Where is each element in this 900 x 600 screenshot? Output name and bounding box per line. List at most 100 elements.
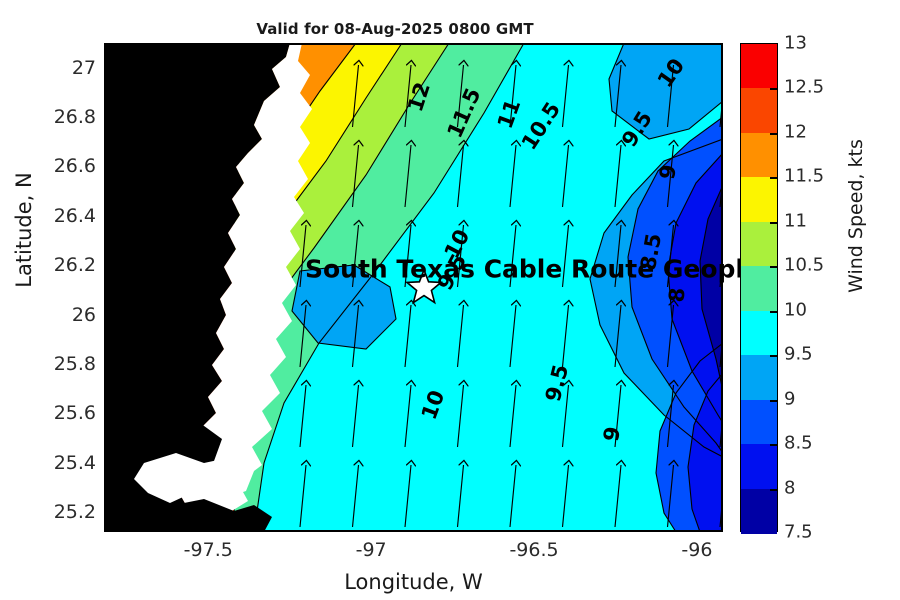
x-tick-label: -97.5 (183, 539, 233, 561)
colorbar-tick-label: 13 (784, 32, 807, 54)
wind-arrow (456, 225, 464, 288)
wind-arrow (404, 385, 411, 448)
colorbar-segment (741, 399, 777, 445)
wind-arrow (456, 305, 464, 368)
wind-arrow (404, 465, 411, 528)
colorbar-tick-label: 7.5 (784, 521, 813, 543)
colorbar-segment (741, 310, 777, 356)
y-tick-label: 25.4 (53, 451, 96, 474)
wind-arrow (666, 65, 674, 128)
wind-arrow (614, 305, 621, 368)
cable-route-label: South Texas Cable Route Geophysical (305, 254, 745, 284)
wind-arrow (614, 465, 621, 528)
wind-arrow (614, 145, 621, 208)
wind-arrow (404, 65, 411, 128)
figure-title: Valid for 08-Aug-2025 0800 GMT (256, 20, 534, 38)
wind-arrow (456, 385, 464, 448)
wind-arrow (666, 305, 674, 368)
colorbar-tickmark (770, 221, 777, 224)
colorbar-tickmark (770, 88, 777, 91)
wind-arrow (404, 145, 411, 208)
colorbar-tick-label: 11 (784, 210, 807, 232)
wind-arrow (561, 305, 569, 368)
land-mask (104, 43, 312, 532)
wind-arrow (351, 385, 359, 448)
wind-arrow (509, 305, 516, 368)
wind-arrow (404, 305, 411, 368)
colorbar-segment (741, 88, 777, 134)
wind-arrow (561, 65, 569, 128)
colorbar-segment (741, 44, 777, 90)
colorbar-tickmark (770, 310, 777, 313)
band-8 (700, 185, 723, 391)
colorbar-tick-label: 10 (784, 299, 807, 321)
wind-arrow (456, 465, 464, 528)
colorbar-segment (741, 132, 777, 178)
colorbar-segment (741, 266, 777, 312)
wind-arrow (561, 225, 569, 288)
wind-arrow (351, 65, 359, 128)
colorbar-tick-label: 11.5 (784, 165, 825, 187)
colorbar-tick-label: 12 (784, 121, 807, 143)
y-tick-label: 25.2 (53, 501, 96, 524)
y-tick-label: 27 (71, 56, 96, 79)
wind-arrow (561, 385, 569, 448)
wind-vector-field (299, 65, 723, 528)
y-tick-label: 26.2 (53, 254, 96, 277)
wind-arrow (561, 465, 569, 528)
wind-arrow (666, 385, 674, 448)
y-tick-label: 26 (71, 303, 96, 326)
colorbar-tick-label: 8 (784, 477, 796, 499)
contour-label: 8 (664, 286, 690, 304)
y-tick-label: 25.6 (53, 402, 96, 425)
x-axis-label: Longitude, W (344, 570, 483, 594)
wind-arrow (666, 465, 674, 528)
y-tick-label: 26.6 (53, 155, 96, 178)
wind-arrow (351, 465, 359, 528)
wind-arrow (509, 225, 516, 288)
colorbar-label: Wind Speed, kts (845, 139, 867, 293)
wind-arrow (299, 305, 306, 368)
wind-arrow (614, 385, 621, 448)
wind-arrow (666, 225, 674, 288)
colorbar-tick-label: 8.5 (784, 432, 813, 454)
wind-arrow (299, 225, 306, 288)
colorbar-segment (741, 444, 777, 490)
map-canvas (104, 43, 723, 532)
colorbar-tickmark (770, 488, 777, 491)
map-plot-area (104, 43, 723, 532)
colorbar-tickmark (770, 266, 777, 269)
wind-arrow (351, 225, 359, 288)
y-axis-label: Latitude, N (12, 172, 36, 288)
colorbar (740, 43, 778, 534)
y-tick-label: 25.8 (53, 353, 96, 376)
wind-arrow (614, 225, 621, 288)
wind-arrow (456, 145, 464, 208)
colorbar-segment (741, 177, 777, 223)
colorbar-segment (741, 221, 777, 267)
wind-arrow (666, 145, 674, 208)
colorbar-tick-label: 10.5 (784, 254, 825, 276)
colorbar-tickmark (770, 132, 777, 135)
colorbar-tickmark (770, 399, 777, 402)
y-tick-label: 26.8 (53, 106, 96, 129)
colorbar-segment (741, 355, 777, 401)
band-9.5-pocket (292, 265, 396, 349)
wind-arrow (299, 385, 306, 448)
x-tick-label: -97 (355, 539, 387, 561)
colorbar-tickmark (770, 177, 777, 180)
colorbar-tickmark (770, 444, 777, 447)
y-tick-label: 26.4 (53, 204, 96, 227)
y-axis-ticks: 27 26.8 26.6 26.4 26.2 26 25.8 25.6 25.4 25.2 (0, 0, 96, 600)
colorbar-tick-label: 9 (784, 388, 796, 410)
wind-arrow (456, 65, 464, 128)
x-tick-label: -96 (681, 539, 713, 561)
wind-arrow (509, 145, 516, 208)
colorbar-tick-label: 12.5 (784, 76, 825, 98)
wind-arrow (509, 465, 516, 528)
colorbar-segment (741, 488, 777, 534)
wind-arrow (351, 305, 359, 368)
x-tick-label: -96.5 (509, 539, 559, 561)
